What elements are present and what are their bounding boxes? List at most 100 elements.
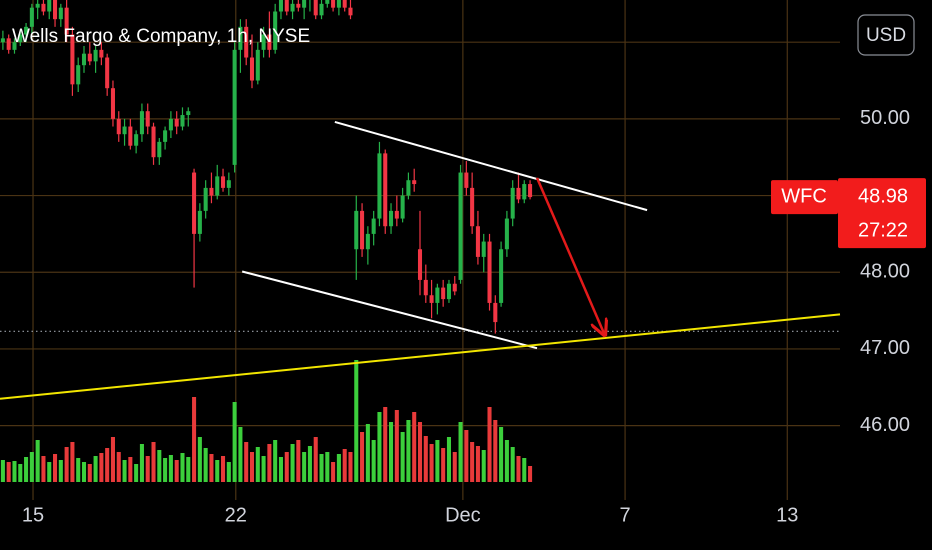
volume-bar [70, 442, 75, 482]
candle-body [528, 184, 533, 198]
candle-body [180, 115, 185, 127]
volume-bar [290, 444, 295, 482]
volume-bar [232, 402, 237, 482]
candle-body [24, 26, 29, 35]
candle-body [197, 210, 202, 234]
volume-bar [105, 448, 110, 482]
candle-body [516, 187, 521, 200]
volume-bar [412, 412, 417, 482]
candle-body [493, 302, 498, 323]
candle-body [81, 53, 87, 66]
candle-body [226, 180, 231, 188]
candle-body [128, 126, 133, 146]
volume-bar [186, 457, 191, 482]
candle-body [238, 26, 243, 50]
candle-body [302, 0, 307, 8]
volume-bar [93, 456, 98, 482]
volume-bar [226, 462, 231, 482]
candle-body [76, 65, 81, 85]
candle-body [168, 118, 173, 131]
volume-bar [389, 422, 394, 482]
candle-layer [0, 0, 533, 334]
volume-bar [441, 448, 446, 482]
countdown-label: 27:22 [858, 219, 908, 241]
volume-bar [116, 452, 121, 482]
volume-bar [87, 464, 92, 482]
symbol-label: WFC [781, 185, 827, 207]
candle-body [464, 172, 469, 188]
candle-body [145, 111, 150, 127]
candle-body [209, 187, 214, 196]
volume-bar [307, 446, 312, 482]
volume-bar [273, 440, 278, 482]
volume-bar [475, 446, 480, 482]
candle-body [110, 88, 115, 119]
volume-bar [516, 456, 521, 482]
volume-bar [76, 458, 81, 482]
volume-bar [383, 407, 388, 482]
candle-body [122, 126, 127, 135]
volume-bar [53, 454, 58, 482]
volume-bar [319, 454, 324, 482]
volume-bar [510, 447, 515, 482]
trend-line [334, 120, 648, 212]
volume-bar [296, 440, 301, 482]
volume-bar [261, 456, 266, 482]
volume-bar [377, 412, 382, 482]
candle-body [232, 49, 237, 165]
candle-body [446, 283, 451, 300]
volume-bar [168, 455, 173, 482]
y-tick-label: 47.00 [860, 337, 910, 359]
candle-body [244, 26, 249, 58]
price-label: 48.98 [858, 185, 908, 207]
candle-body [296, 3, 301, 8]
volume-bar [406, 420, 411, 482]
candle-body [192, 172, 197, 234]
volume-bar [151, 442, 156, 482]
volume-bar [354, 360, 359, 482]
volume-bar [400, 432, 405, 482]
volume-bar [417, 422, 423, 482]
candle-body [87, 53, 92, 62]
volume-bar [163, 458, 168, 482]
candle-body [151, 126, 156, 158]
currency-button[interactable] [857, 14, 915, 56]
candle-body [377, 153, 382, 219]
volume-bar [12, 461, 17, 482]
volume-bar [134, 464, 139, 482]
x-tick-label: 7 [620, 504, 631, 526]
volume-bar [244, 442, 249, 482]
candle-body [64, 7, 69, 35]
volume-bar [522, 458, 527, 482]
price-tag [838, 178, 926, 249]
volume-bar [249, 452, 255, 482]
currency-label[interactable]: USD [866, 25, 906, 46]
volume-bar [267, 444, 272, 482]
volume-bar [481, 450, 486, 482]
volume-bar [452, 452, 457, 482]
volume-bar [342, 449, 347, 482]
candle-body [325, 0, 330, 4]
arrow-line [535, 177, 605, 335]
axis-layer: 15 22 Dec 7 13 46.00 47.00 48.00 50.00 [22, 107, 910, 526]
candle-body [452, 283, 457, 292]
candle-body [429, 295, 434, 303]
volume-bar [493, 420, 498, 482]
volume-bar [499, 427, 504, 482]
candle-body [435, 287, 440, 303]
volume-bar [128, 457, 133, 482]
volume-bar [41, 456, 46, 482]
candle-body [487, 241, 492, 303]
volume-bar [145, 456, 150, 482]
candle-body [6, 38, 11, 50]
candle-body [371, 218, 376, 234]
candle-body [255, 49, 260, 81]
candle-body [203, 187, 208, 211]
x-tick-label: Dec [445, 504, 481, 526]
volume-bar [139, 444, 144, 482]
y-tick-label: 48.00 [860, 261, 910, 283]
volume-bar [464, 430, 469, 482]
candle-body [342, 0, 347, 8]
volume-bar [302, 452, 307, 482]
